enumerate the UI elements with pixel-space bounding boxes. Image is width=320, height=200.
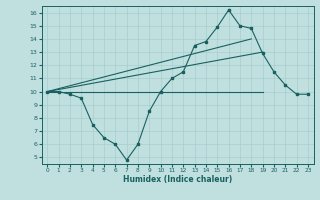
X-axis label: Humidex (Indice chaleur): Humidex (Indice chaleur) [123, 175, 232, 184]
